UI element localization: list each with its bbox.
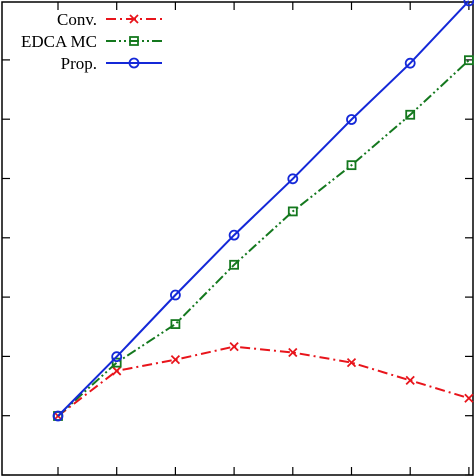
cross-stroke — [346, 357, 357, 368]
legend-label: Conv. — [57, 10, 97, 29]
series-conv — [53, 341, 474, 421]
data-point — [229, 341, 239, 352]
data-point — [228, 229, 240, 241]
data-point — [405, 109, 416, 120]
cross-stroke — [464, 393, 474, 403]
data-point — [52, 410, 64, 422]
data-point — [463, 55, 474, 66]
legend-marker — [129, 36, 139, 46]
legend-item: EDCA MC — [21, 32, 162, 51]
data-point — [287, 173, 299, 185]
data-point — [288, 347, 298, 358]
cross-stroke — [129, 14, 139, 24]
data-point — [169, 289, 181, 301]
legend-item: Prop. — [61, 54, 162, 73]
cross-stroke — [170, 355, 181, 365]
series-line — [57, 59, 470, 417]
legend-label: Prop. — [61, 54, 97, 73]
data-point — [404, 57, 416, 69]
data-point — [346, 114, 357, 125]
data-point — [405, 375, 415, 386]
data-point — [287, 206, 298, 217]
data-point — [346, 160, 357, 171]
series-prop — [52, 0, 474, 422]
data-point — [111, 357, 122, 368]
series-layer — [52, 0, 474, 422]
data-point — [170, 319, 181, 329]
data-point — [111, 351, 123, 363]
legend-item: Conv. — [57, 10, 162, 29]
data-point — [170, 355, 181, 365]
data-point — [229, 259, 240, 270]
cross-stroke — [405, 375, 415, 386]
cross-stroke — [229, 341, 239, 352]
legend-marker — [128, 57, 140, 69]
cross-stroke — [112, 366, 122, 376]
legend-label: EDCA MC — [21, 32, 97, 51]
legend: Conv. EDCA MC Prop. — [21, 10, 162, 73]
cross-stroke — [288, 347, 298, 358]
data-point — [463, 0, 474, 7]
data-point — [346, 357, 357, 368]
data-point — [464, 393, 474, 403]
legend-marker — [129, 14, 139, 24]
series-line — [57, 0, 470, 417]
series-edca-mc — [53, 55, 474, 421]
data-point — [112, 366, 122, 376]
series-line — [57, 345, 470, 417]
